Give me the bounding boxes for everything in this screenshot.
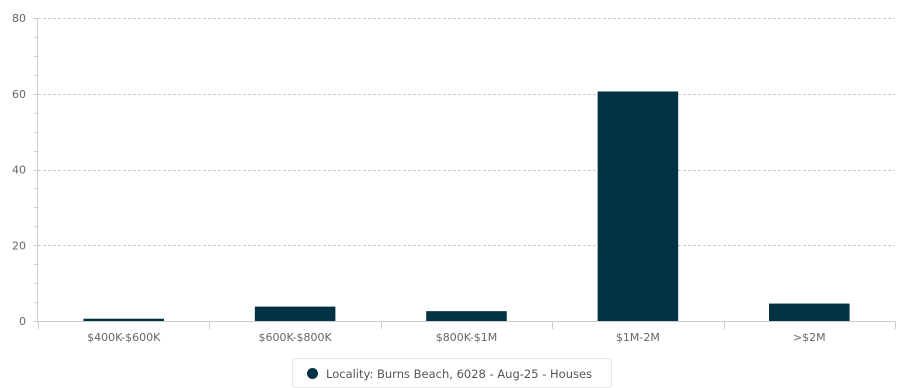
x-tick-label: >$2M [793,331,826,344]
x-tick-label: $1M-2M [616,331,660,344]
legend-label: Locality: Burns Beach, 6028 - Aug-25 - H… [326,367,593,381]
y-tick-label: 0 [19,315,26,328]
y-tick-label: 60 [12,88,26,101]
bar[interactable] [254,306,336,321]
y-tick-label: 20 [12,239,26,252]
x-axis: $400K-$600K $600K-$800K $800K-$1M $1M-2M >$2… [38,321,896,344]
bar-chart: 0 20 40 60 80 $400K-$600K $600K-$800K $800K-$1… [12,12,896,344]
legend[interactable]: Locality: Burns Beach, 6028 - Aug-25 - H… [292,358,612,388]
bars [83,91,850,321]
bar[interactable] [769,303,850,321]
x-tick-label: $800K-$1M [436,331,498,344]
x-tick-label: $400K-$600K [87,331,161,344]
gridlines [38,18,895,246]
bar[interactable] [83,318,164,321]
bar[interactable] [597,91,679,321]
y-axis: 0 20 40 60 80 [12,12,38,328]
x-tick-label: $600K-$800K [258,331,332,344]
y-tick-label: 40 [12,164,26,177]
bar[interactable] [426,311,507,321]
y-tick-label: 80 [12,12,26,25]
legend-marker-icon [307,368,318,379]
